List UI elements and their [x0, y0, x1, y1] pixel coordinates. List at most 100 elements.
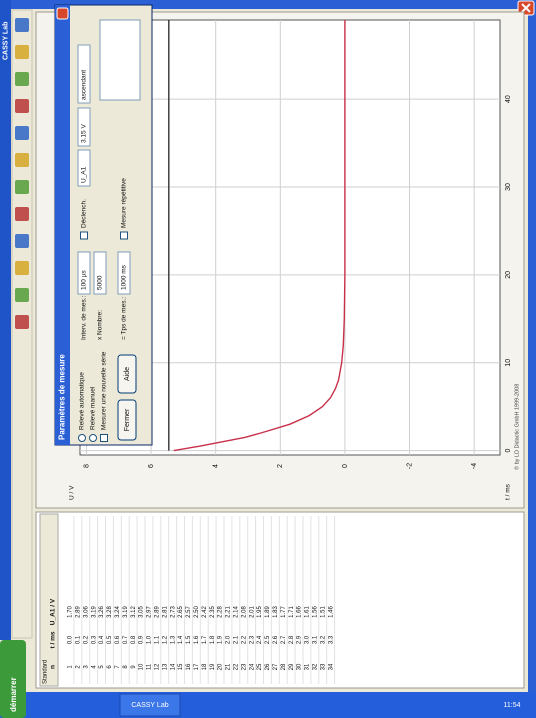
table-pane [35, 511, 525, 689]
table-cell: 1.56 [312, 606, 318, 618]
table-cell: 1.0 [147, 635, 153, 644]
taskbar [0, 692, 536, 718]
toolbar-button[interactable] [15, 45, 29, 59]
table-cell: 2.97 [147, 606, 153, 618]
table-cell: 19 [210, 663, 216, 670]
table-cell: 14 [170, 663, 176, 670]
table-cell: 2.65 [178, 606, 184, 618]
table-cell: 0.1 [75, 635, 81, 644]
dialog-close[interactable] [56, 7, 69, 20]
x-tick-label: 30 [505, 183, 512, 191]
toolbar-button[interactable] [15, 288, 29, 302]
toolbar-button[interactable] [15, 99, 29, 113]
toolbar-button[interactable] [15, 126, 29, 140]
table-cell: 3.05 [139, 606, 145, 618]
checkbox[interactable] [100, 434, 108, 442]
toolbar-button[interactable] [15, 315, 29, 329]
input[interactable] [117, 251, 131, 295]
dialog-title-bar [55, 5, 70, 445]
table-cell: 2.7 [281, 635, 287, 644]
taskbar-item[interactable] [119, 693, 181, 717]
text-box[interactable] [99, 19, 141, 101]
table-cell: 12 [154, 663, 160, 670]
table-cell: 32 [312, 663, 318, 670]
checkbox[interactable] [80, 231, 88, 240]
taskbar-item-label: CASSY Lab [131, 702, 168, 709]
x-tick-label: 10 [505, 359, 512, 367]
table-cell: 16 [186, 663, 192, 670]
x-axis-label: t / ms [505, 483, 512, 500]
select[interactable] [77, 44, 91, 104]
table-cell: 17 [194, 663, 200, 670]
y-tick-label: 8 [83, 464, 90, 468]
toolbar-button[interactable] [15, 72, 29, 86]
button[interactable] [117, 399, 137, 441]
table-cell: 1.61 [305, 606, 311, 618]
table-cell: 0.6 [115, 635, 121, 644]
table-cell: 0.3 [91, 635, 97, 644]
table-cell: 2.35 [210, 606, 216, 618]
table-cell: 3.2 [320, 635, 326, 644]
button-label: Aide [124, 367, 131, 381]
table-cell: 3.28 [107, 606, 113, 618]
y-tick-label: 2 [277, 464, 284, 468]
x-tick-label: 20 [505, 271, 512, 279]
table-cell: 3.26 [99, 606, 105, 618]
table-cell: 30 [297, 663, 303, 670]
table-cell: 33 [320, 663, 326, 670]
table-tab: Standard [43, 660, 49, 684]
toolbar-button[interactable] [15, 234, 29, 248]
table-cell: 2.57 [186, 606, 192, 618]
start-button[interactable] [0, 640, 26, 718]
radio[interactable] [89, 434, 97, 442]
table-cell: 18 [202, 663, 208, 670]
checkbox[interactable] [120, 231, 128, 240]
field-value: 100 µs [81, 270, 88, 290]
table-cell: 29 [289, 663, 295, 670]
radio[interactable] [78, 434, 86, 442]
table-cell: 2.08 [241, 606, 247, 618]
select-value: ascendant [81, 70, 88, 100]
table-cell: 1.7 [202, 635, 208, 644]
select-value: U_A1 [81, 166, 88, 183]
x-tick-label: 40 [505, 95, 512, 103]
table-cell: 2.1 [233, 635, 239, 644]
table-cell: 1.6 [194, 635, 200, 644]
start-label: démarrer [9, 677, 18, 712]
table-cell: 1.2 [162, 635, 168, 644]
toolbar-button[interactable] [15, 207, 29, 221]
dialog-title: Paramètres de mesure [58, 354, 67, 440]
table-cell: 2.42 [202, 606, 208, 618]
table-cell: 25 [257, 663, 263, 670]
table-cell: 1 [68, 665, 74, 669]
option-label: Relevé manuel [90, 386, 97, 430]
table-cell: 8 [123, 665, 129, 669]
toolbar-button[interactable] [15, 18, 29, 32]
toolbar-button[interactable] [15, 153, 29, 167]
input[interactable] [93, 251, 107, 295]
table-cell: 2.3 [249, 635, 255, 644]
table-cell: 24 [249, 663, 255, 670]
input[interactable] [77, 251, 91, 295]
table-cell: 2.89 [75, 606, 81, 618]
table-cell: 1.70 [68, 606, 74, 618]
toolbar-button[interactable] [15, 180, 29, 194]
toolbar-button[interactable] [15, 261, 29, 275]
table-cell: 2.0 [226, 635, 232, 644]
select[interactable] [77, 107, 91, 147]
dialog: Paramètres de mesure Relevé automatique Re… [54, 4, 153, 446]
table-cell: 26 [265, 663, 271, 670]
table-cell: 3.19 [123, 606, 129, 618]
field-value: 1000 ms [121, 264, 128, 290]
table-cell: 2.50 [194, 606, 200, 618]
option-label: Mesurer une nouvelle série [101, 351, 108, 430]
button[interactable] [117, 354, 137, 394]
table-cell: 1.8 [210, 635, 216, 644]
table-cell: 28 [281, 663, 287, 670]
select[interactable] [77, 149, 91, 187]
table-cell: 31 [305, 663, 311, 670]
field-label: = Tps de mes.: [121, 297, 128, 340]
field-label: Déclench. [81, 199, 88, 228]
